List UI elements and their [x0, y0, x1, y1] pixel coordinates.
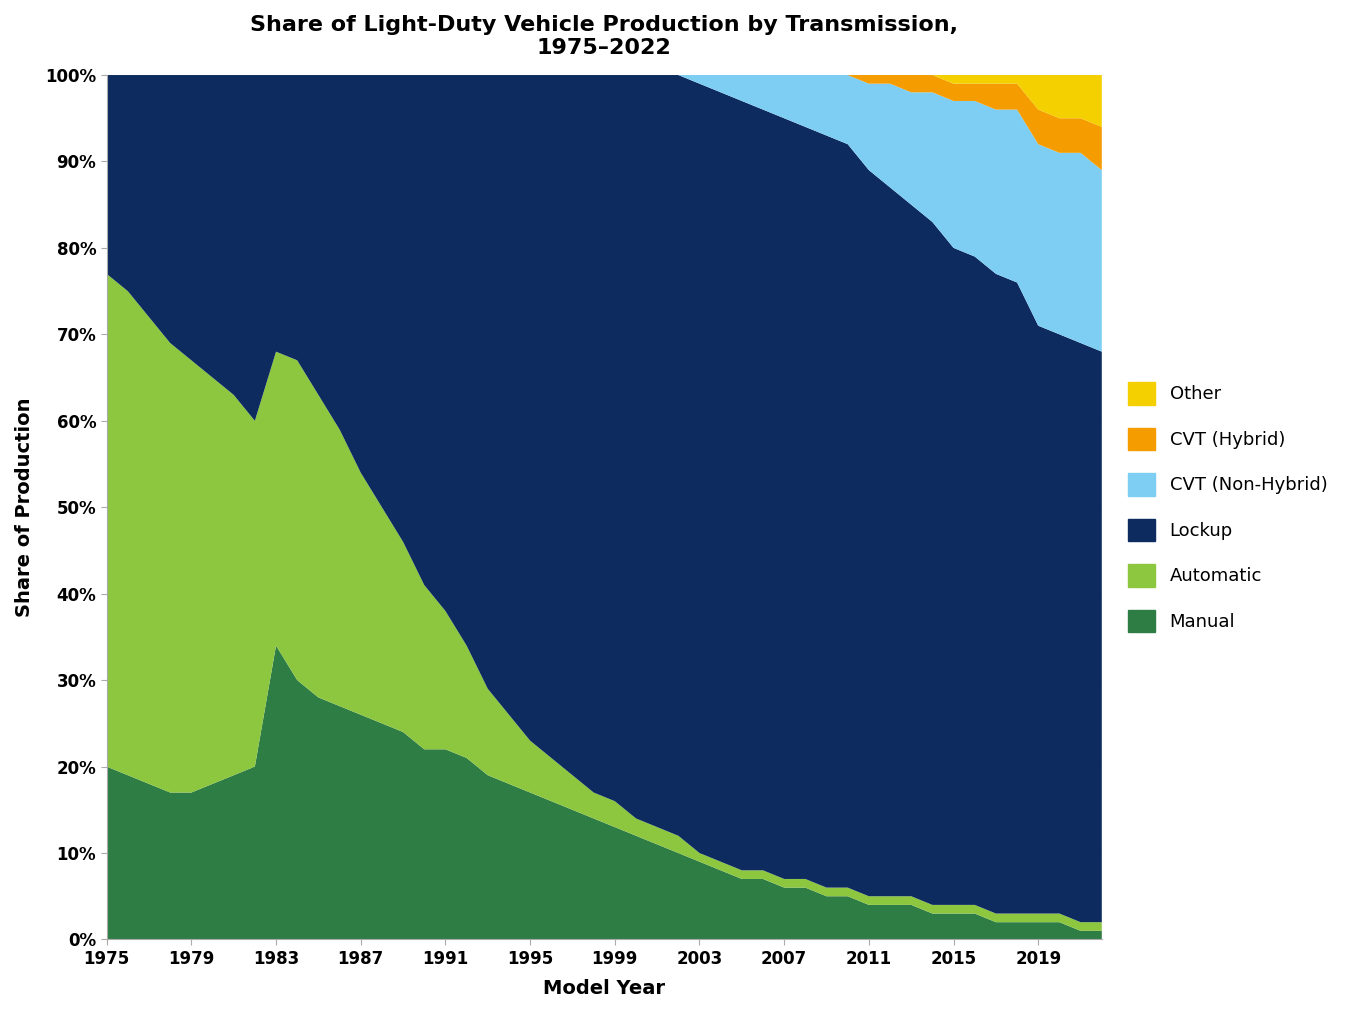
- Title: Share of Light-Duty Vehicle Production by Transmission,
1975–2022: Share of Light-Duty Vehicle Production b…: [250, 15, 958, 58]
- Y-axis label: Share of Production: Share of Production: [15, 397, 34, 617]
- Legend: Other, CVT (Hybrid), CVT (Non-Hybrid), Lockup, Automatic, Manual: Other, CVT (Hybrid), CVT (Non-Hybrid), L…: [1120, 375, 1335, 639]
- X-axis label: Model Year: Model Year: [543, 979, 666, 998]
